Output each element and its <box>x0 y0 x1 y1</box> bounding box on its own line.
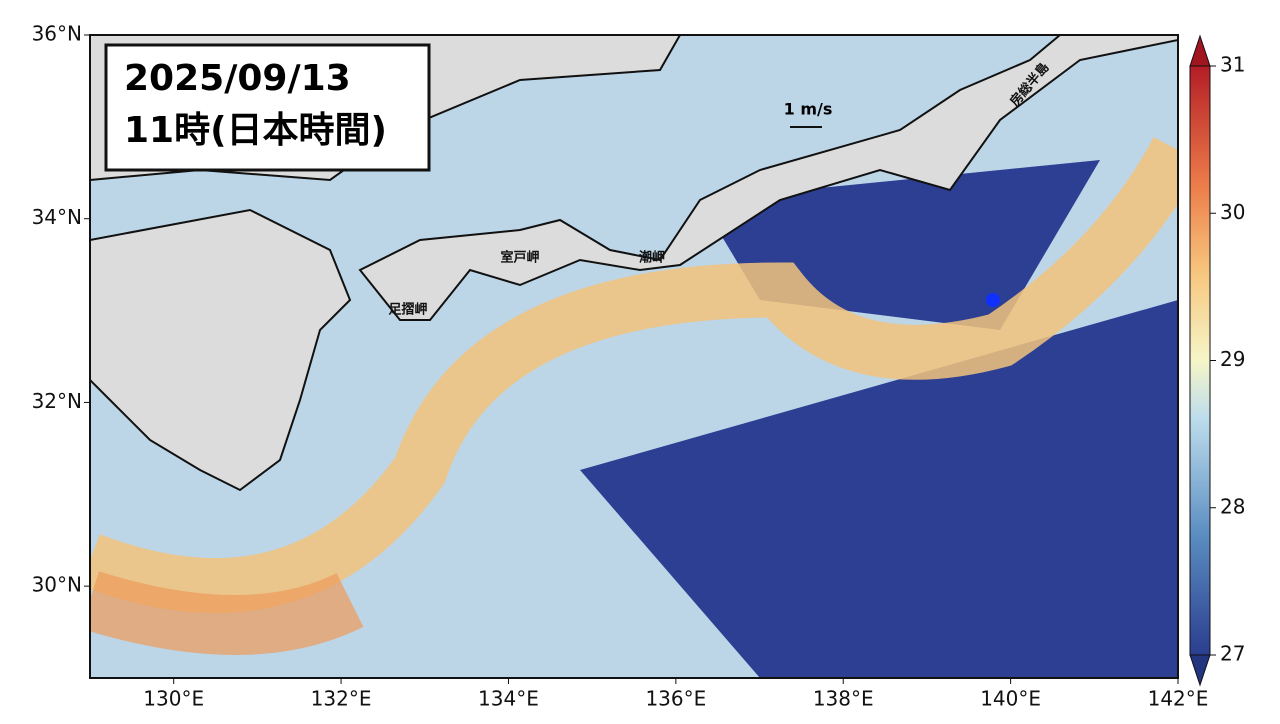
warm-current <box>90 136 1178 614</box>
y-tick-label: 34°N <box>32 205 82 229</box>
y-tick-label: 30°N <box>32 573 82 597</box>
x-tick-label: 134°E <box>478 687 539 711</box>
y-tick-label: 32°N <box>32 389 82 413</box>
colorbar-extend <box>1189 654 1211 687</box>
colorbar-tick-label: 31 <box>1220 53 1245 77</box>
x-tick-label: 136°E <box>645 687 706 711</box>
y-tick-label: 36°N <box>32 22 82 46</box>
title-box <box>104 43 431 172</box>
x-tick-label: 142°E <box>1148 687 1209 711</box>
map-frame <box>89 34 1179 679</box>
colorbar-tick-label: 30 <box>1220 200 1245 224</box>
place-label: 室戸岬 <box>500 250 539 266</box>
place-label: 潮岬 <box>639 250 665 266</box>
x-tick-label: 140°E <box>980 687 1041 711</box>
land <box>358 35 1178 321</box>
warm-water <box>90 571 364 655</box>
date: 2025/09/13 <box>124 58 351 99</box>
colorbar-tick-label: 28 <box>1220 494 1245 518</box>
land <box>90 208 352 492</box>
place-label: 足摺岬 <box>388 303 427 318</box>
cool-water <box>580 300 1178 678</box>
x-tick-label: 132°E <box>311 687 372 711</box>
time: 11時(日本時間) <box>124 110 387 151</box>
scale-label: 1 m/s <box>784 100 833 119</box>
marker <box>986 293 1000 307</box>
colorbar-extend <box>1189 34 1211 67</box>
colorbar-tick-label: 27 <box>1220 642 1245 666</box>
x-tick-label: 138°E <box>813 687 874 711</box>
colorbar <box>1189 65 1211 656</box>
map <box>90 35 1178 678</box>
x-tick-label: 130°E <box>143 687 204 711</box>
colorbar-tick-label: 29 <box>1220 347 1245 371</box>
